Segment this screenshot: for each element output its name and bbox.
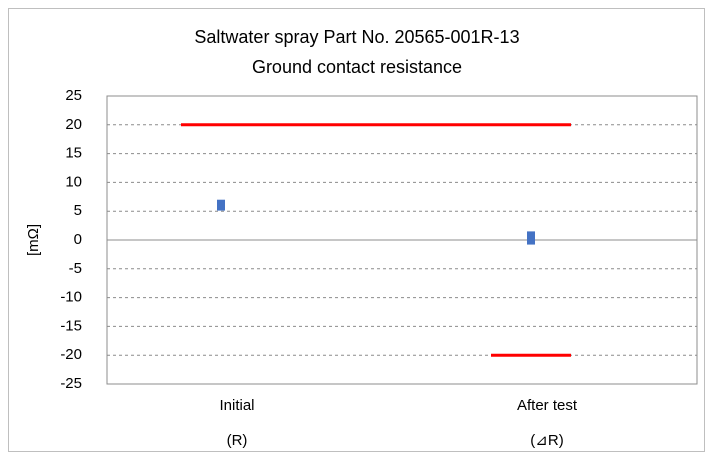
x-tick-label: After test [517, 397, 578, 414]
y-axis-label: [mΩ] [25, 224, 42, 256]
chart-border [8, 8, 705, 452]
y-tick-label: -20 [60, 346, 82, 363]
y-tick-label: 0 [74, 231, 82, 248]
y-tick-label: -10 [60, 289, 82, 306]
y-tick-label: 10 [65, 173, 82, 190]
chart-subtitle: Ground contact resistance [252, 57, 462, 77]
point [527, 236, 535, 245]
y-tick-label: 5 [74, 202, 82, 219]
y-tick-label: 20 [65, 116, 82, 133]
y-tick-label: -5 [69, 260, 82, 277]
y-tick-label: 25 [65, 87, 82, 104]
y-tick-label: -25 [60, 375, 82, 392]
point [217, 202, 225, 211]
x-tick-note: (⊿R) [530, 432, 563, 449]
x-tick-label: Initial [219, 397, 254, 414]
y-tick-label: 15 [65, 145, 82, 162]
y-tick-label: -15 [60, 317, 82, 334]
plot-frame [106, 95, 698, 385]
chart-title: Saltwater spray Part No. 20565-001R-13 [194, 27, 519, 47]
point [527, 231, 535, 240]
x-tick-note: (R) [227, 432, 248, 449]
